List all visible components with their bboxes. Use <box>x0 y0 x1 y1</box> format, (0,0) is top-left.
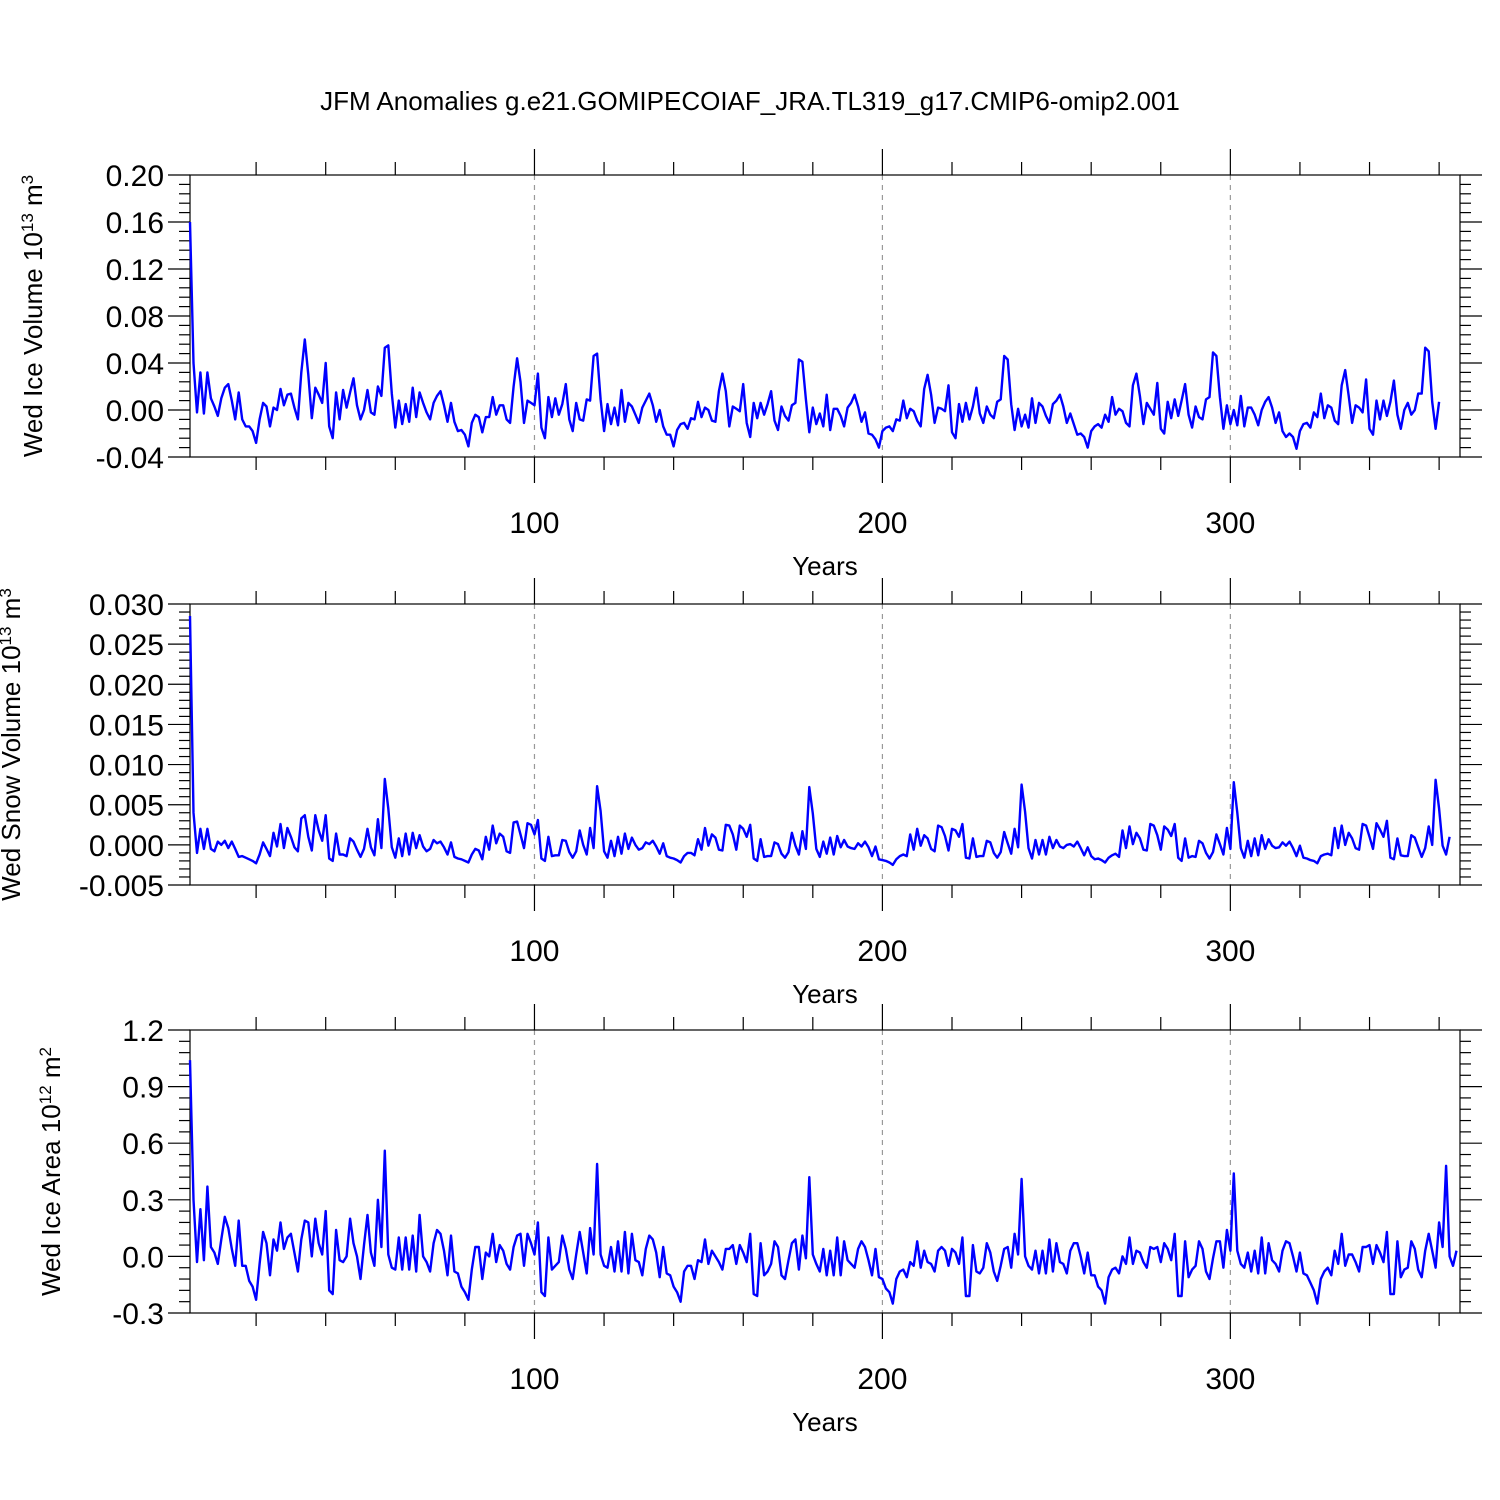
y-axis-label: Wed Ice Volume 1013 m3 <box>18 175 49 457</box>
y-tick-label: -0.3 <box>112 1298 164 1331</box>
y-tick-label: 0.000 <box>89 830 164 863</box>
x-tick-label: 200 <box>857 1363 907 1396</box>
y-tick-label: 0.08 <box>106 301 164 334</box>
x-tick-label: 200 <box>857 935 907 968</box>
y-axis-label: Wed Ice Area 1012 m2 <box>36 1047 67 1296</box>
panel-1: 0.20 0.16 0.12 0.08 0.04 0.00 -0.04 100 200 300 Ye… <box>18 149 1482 581</box>
y-tick-label: 0.015 <box>89 709 164 742</box>
y-tick-label: 1.2 <box>122 1015 164 1048</box>
chart-title: JFM Anomalies g.e21.GOMIPECOIAF_JRA.TL31… <box>320 86 1180 116</box>
y-tick-label: -0.04 <box>96 442 164 475</box>
y-tick-label: 0.04 <box>106 348 164 381</box>
panel-3: 1.2 0.9 0.6 0.3 0.0 -0.3 100 200 300 Years Wed Ice… <box>36 1004 1482 1437</box>
x-axis-label: Years <box>792 979 858 1009</box>
y-tick-label: 0.0 <box>122 1241 164 1274</box>
x-tick-label: 300 <box>1205 935 1255 968</box>
y-axis-label: Wed Snow Volume 1013 m3 <box>0 588 26 901</box>
y-tick-label: 0.030 <box>89 589 164 622</box>
y-tick-label: 0.12 <box>106 254 164 287</box>
x-tick-label: 100 <box>509 1363 559 1396</box>
panel-2: 0.030 0.025 0.020 0.015 0.010 0.005 0.000 -0.00… <box>0 578 1482 1009</box>
plot-frame <box>189 1029 1461 1314</box>
y-tick-label: 0.20 <box>106 160 164 193</box>
y-tick-label: -0.005 <box>79 870 164 903</box>
y-tick-label: 0.16 <box>106 207 164 240</box>
y-tick-label: 0.005 <box>89 790 164 823</box>
x-tick-label: 100 <box>509 507 559 540</box>
y-tick-label: 0.025 <box>89 629 164 662</box>
series-line <box>188 615 1451 867</box>
y-tick-label: 0.3 <box>122 1185 164 1218</box>
x-tick-label: 300 <box>1205 1363 1255 1396</box>
series-line <box>188 1060 1458 1305</box>
x-tick-label: 100 <box>509 935 559 968</box>
y-tick-label: 0.010 <box>89 750 164 783</box>
x-axis-label: Years <box>792 1407 858 1437</box>
y-tick-label: 0.00 <box>106 395 164 428</box>
x-tick-label: 300 <box>1205 507 1255 540</box>
x-tick-label: 200 <box>857 507 907 540</box>
y-tick-label: 0.9 <box>122 1072 164 1105</box>
x-axis-label: Years <box>792 551 858 581</box>
y-tick-label: 0.020 <box>89 669 164 702</box>
series-line <box>188 221 1441 450</box>
y-tick-label: 0.6 <box>122 1128 164 1161</box>
plot-frame <box>189 603 1461 886</box>
